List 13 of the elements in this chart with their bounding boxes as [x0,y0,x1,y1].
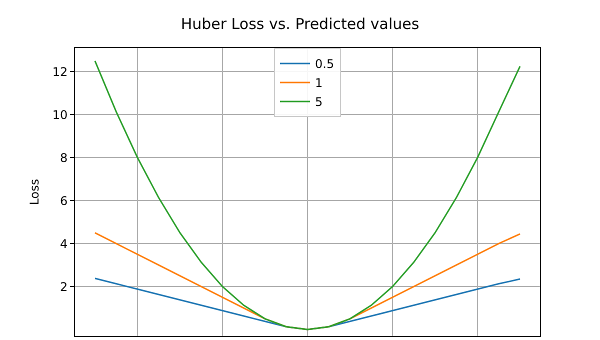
line-series [94,278,521,330]
chart-title: Huber Loss vs. Predicted values [180,15,420,34]
line-series [94,60,521,330]
y-tick-label: 8 [60,150,68,165]
legend-label: 5 [315,95,323,110]
y-tick-label: 6 [60,194,68,208]
y-tick-label: 2 [60,280,68,294]
legend-label: 1 [315,76,323,90]
y-axis-title: Loss [28,178,42,206]
y-tick-label: 10 [52,108,68,122]
legend-label: 0.5 [315,57,334,72]
y-tick-label: 4 [60,236,68,251]
y-tick-label: 12 [52,64,68,79]
